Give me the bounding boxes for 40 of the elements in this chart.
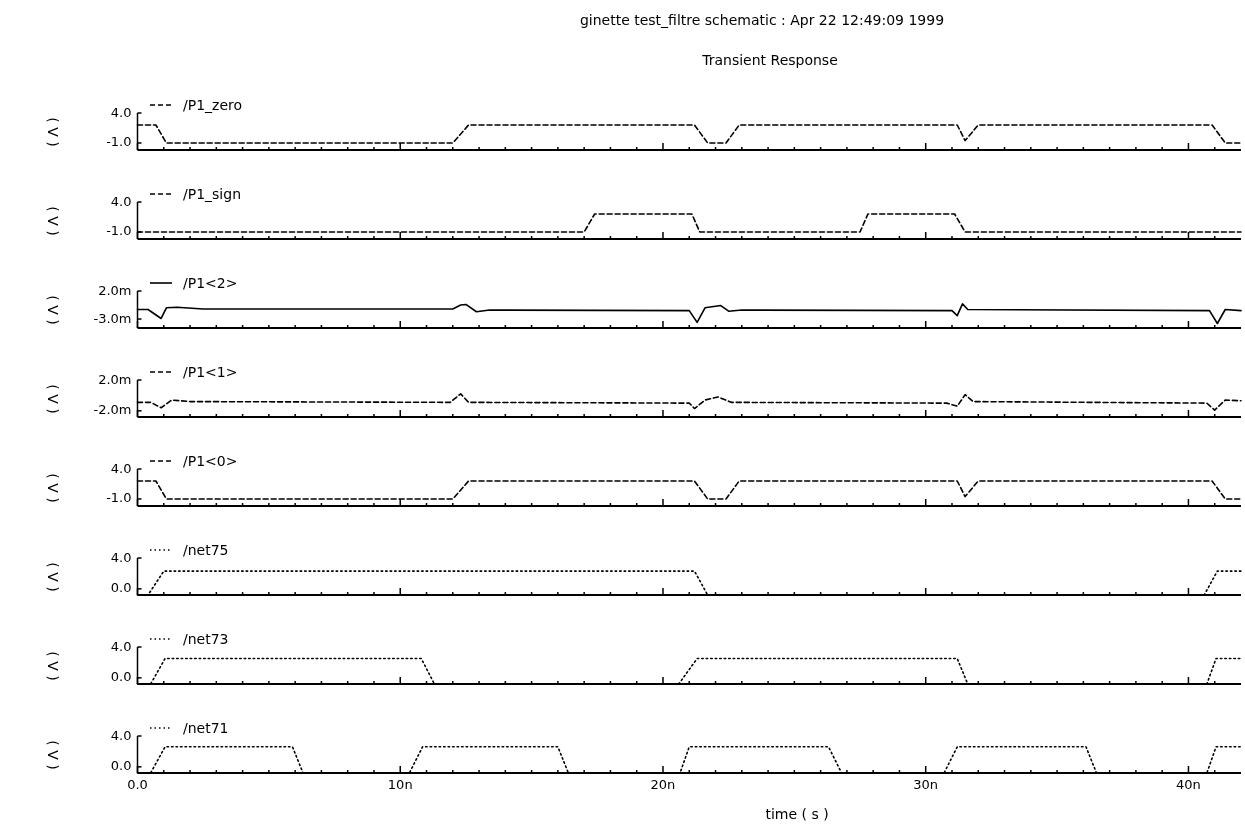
- y-tick-label: 4.0: [110, 727, 132, 743]
- y-tick-label: -2.0m: [93, 402, 132, 418]
- y-tick-label: -3.0m: [93, 310, 132, 326]
- legend-label: /P1<2>: [183, 275, 238, 291]
- legend-label: /net73: [183, 631, 229, 647]
- x-tick-label: 20n: [650, 777, 676, 792]
- legend-label: /P1_sign: [183, 186, 242, 202]
- y-axis-title: ( V ): [45, 473, 61, 503]
- x-tick-label: 0.0: [127, 777, 148, 792]
- x-tick-label: 30n: [913, 777, 939, 792]
- y-tick-label: 4.0: [110, 193, 132, 209]
- y-tick-label: -1.0: [106, 490, 132, 506]
- y-axis-title: ( V ): [45, 651, 61, 681]
- y-axis-title: ( V ): [45, 117, 61, 147]
- x-tick-label: 40n: [1176, 777, 1201, 792]
- y-tick-label: 4.0: [110, 104, 132, 120]
- y-tick-label: 0.0: [110, 669, 132, 685]
- y-tick-label: 0.0: [110, 758, 132, 774]
- y-tick-label: 4.0: [110, 460, 132, 476]
- y-tick-label: -1.0: [106, 223, 132, 239]
- y-tick-label: -1.0: [106, 134, 132, 150]
- chart-title: ginette test_filtre schematic : Apr 22 12:49:09 1999: [579, 12, 945, 28]
- legend-label: /net71: [183, 720, 229, 736]
- legend-label: /P1<1>: [183, 364, 238, 380]
- y-tick-label: 2.0m: [98, 282, 132, 298]
- x-tick-label: 10n: [387, 777, 413, 792]
- y-tick-label: 4.0: [110, 549, 132, 565]
- y-tick-label: 0.0: [110, 580, 132, 596]
- y-axis-title: ( V ): [45, 384, 61, 414]
- y-tick-label: 4.0: [110, 638, 132, 654]
- y-axis-title: ( V ): [45, 740, 61, 770]
- legend-label: /net75: [183, 542, 229, 558]
- x-axis-title: time ( s ): [765, 806, 829, 822]
- legend-label: /P1<0>: [183, 453, 238, 469]
- y-axis-title: ( V ): [45, 562, 61, 592]
- y-axis-title: ( V ): [45, 295, 61, 325]
- legend-label: /P1_zero: [183, 97, 243, 113]
- chart-subtitle: Transient Response: [701, 52, 838, 68]
- y-axis-title: ( V ): [45, 206, 61, 236]
- y-tick-label: 2.0m: [98, 371, 132, 387]
